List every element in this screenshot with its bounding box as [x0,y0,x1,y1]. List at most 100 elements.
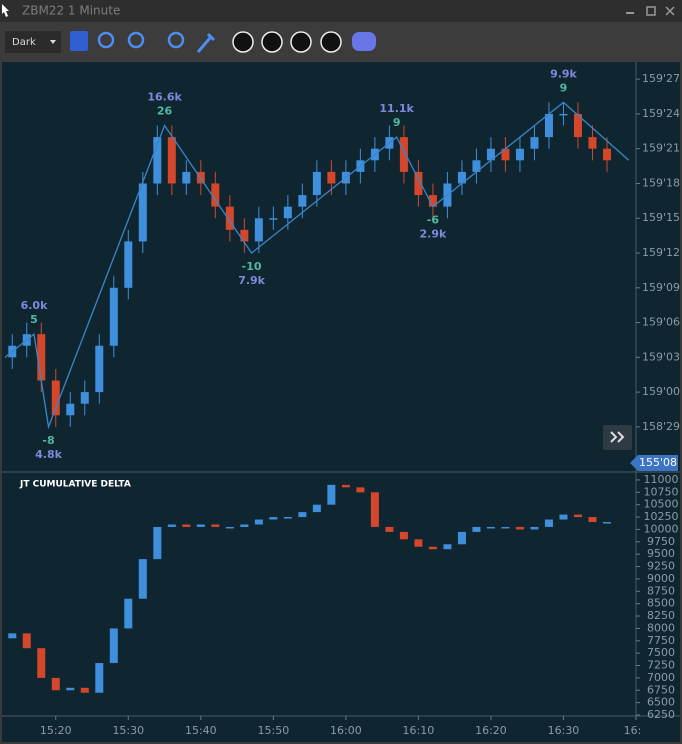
y-tick-label: 11000 [644,473,679,486]
x-tick-label: 15:40 [185,724,217,737]
y-tick-label: 8000 [647,621,675,634]
cursor [2,4,9,17]
discord-icon[interactable] [352,32,376,51]
candle-body [602,148,611,161]
scroll-button[interactable] [603,425,632,450]
candle-body [124,598,133,629]
swing-count: 9 [560,81,568,94]
panel-title: JT CUMULATIVE DELTA [19,480,131,490]
y-tick-label: 159'06 [642,316,680,329]
pointer-icon[interactable] [232,31,254,53]
y-tick-label: 10500 [644,498,679,511]
candle-body [167,524,176,527]
maximize-button[interactable] [646,6,656,16]
candle-body [399,531,408,540]
y-tick-label: 159'21 [642,142,680,155]
candle-body [22,633,31,649]
swing-volume: 11.1k [379,102,414,115]
swing-volume: 4.8k [35,448,62,461]
y-tick-label: 7250 [647,659,675,672]
candle-body [515,148,524,161]
candle-body [80,392,89,404]
candle-body [80,687,89,693]
candle-body [602,522,611,524]
candle-body [51,677,60,691]
candle-body [298,195,307,207]
candle-body [588,137,597,149]
theme-dropdown-text: Dark [12,37,36,48]
swing-count: -10 [242,260,262,273]
candle-body [269,517,278,520]
candle-body [327,484,336,505]
y-tick-label: 9500 [647,547,675,560]
swing-volume: 7.9k [238,274,265,287]
draw-icon[interactable] [261,31,283,53]
candle-body [66,403,75,416]
plots: 6.0k54.8k-816.6k267.9k-1011.1k92.9k-69.9… [4,67,649,737]
candle-body [225,206,234,230]
candle-body [341,484,350,488]
y-tick-label: 9750 [647,535,675,548]
window-title: ZBM22 1 Minute [22,4,120,18]
candle-body [298,512,307,518]
y-tick-label: 8250 [647,609,675,622]
theme-dropdown[interactable] [5,31,61,53]
close-button[interactable] [665,6,675,16]
candle-body [457,531,466,545]
swing-count: 26 [157,105,173,118]
candle-body [211,183,220,207]
y-tick-label: 8500 [647,597,675,610]
candle-body [51,380,60,416]
y-tick-label: 10000 [644,522,679,535]
candle-body [254,519,263,525]
candle-body [414,539,423,547]
candle-body [95,663,104,693]
swing-count: -8 [42,434,54,447]
candle-body [283,517,292,519]
candle-body [138,559,147,599]
candle-body [37,648,46,678]
y-tick-label: 10250 [644,510,679,523]
candle-body [182,524,191,527]
y-tick-label: 7000 [647,671,675,684]
candle-body [211,524,220,527]
x-tick-label: 16:4 [624,724,649,737]
y-tick-label: 6500 [647,696,675,709]
candle-body [573,113,582,138]
zoom-out-icon[interactable] [127,31,145,49]
candle-body [138,183,147,242]
price-marker-label: 155'08 [639,456,677,469]
zoom-in-icon[interactable] [97,31,115,49]
y-tick-label: 158'29 [642,420,680,433]
x-tick-label: 15:20 [40,724,72,737]
swing-volume: 16.6k [147,91,182,104]
candle-body [109,628,118,664]
y-tick-label: 10750 [644,485,679,498]
candle-body [443,544,452,550]
swing-count: -6 [427,214,440,227]
info-icon[interactable] [290,31,312,53]
y-tick-label: 6750 [647,683,675,696]
x-tick-label: 16:00 [330,724,362,737]
candle-body [182,171,191,184]
swing-count: 5 [30,313,38,326]
tools-icon[interactable] [196,32,216,53]
refresh-icon[interactable] [320,31,342,53]
candle-body [573,514,582,518]
y-tick-label: 9000 [647,572,675,585]
x-tick-label: 15:50 [258,724,290,737]
candle-body [486,148,495,161]
bars-icon[interactable] [70,31,88,51]
x-tick-label: 16:30 [548,724,580,737]
candle-body [153,137,162,184]
magnify-icon[interactable] [167,31,185,49]
y-tick-label: 159'24 [642,107,680,120]
candle-body [399,137,408,172]
candle-body [544,113,553,138]
y-tick-label: 159'09 [642,281,680,294]
scroll-icon [610,431,625,443]
candle-body [269,218,278,220]
candle-body [559,514,568,520]
